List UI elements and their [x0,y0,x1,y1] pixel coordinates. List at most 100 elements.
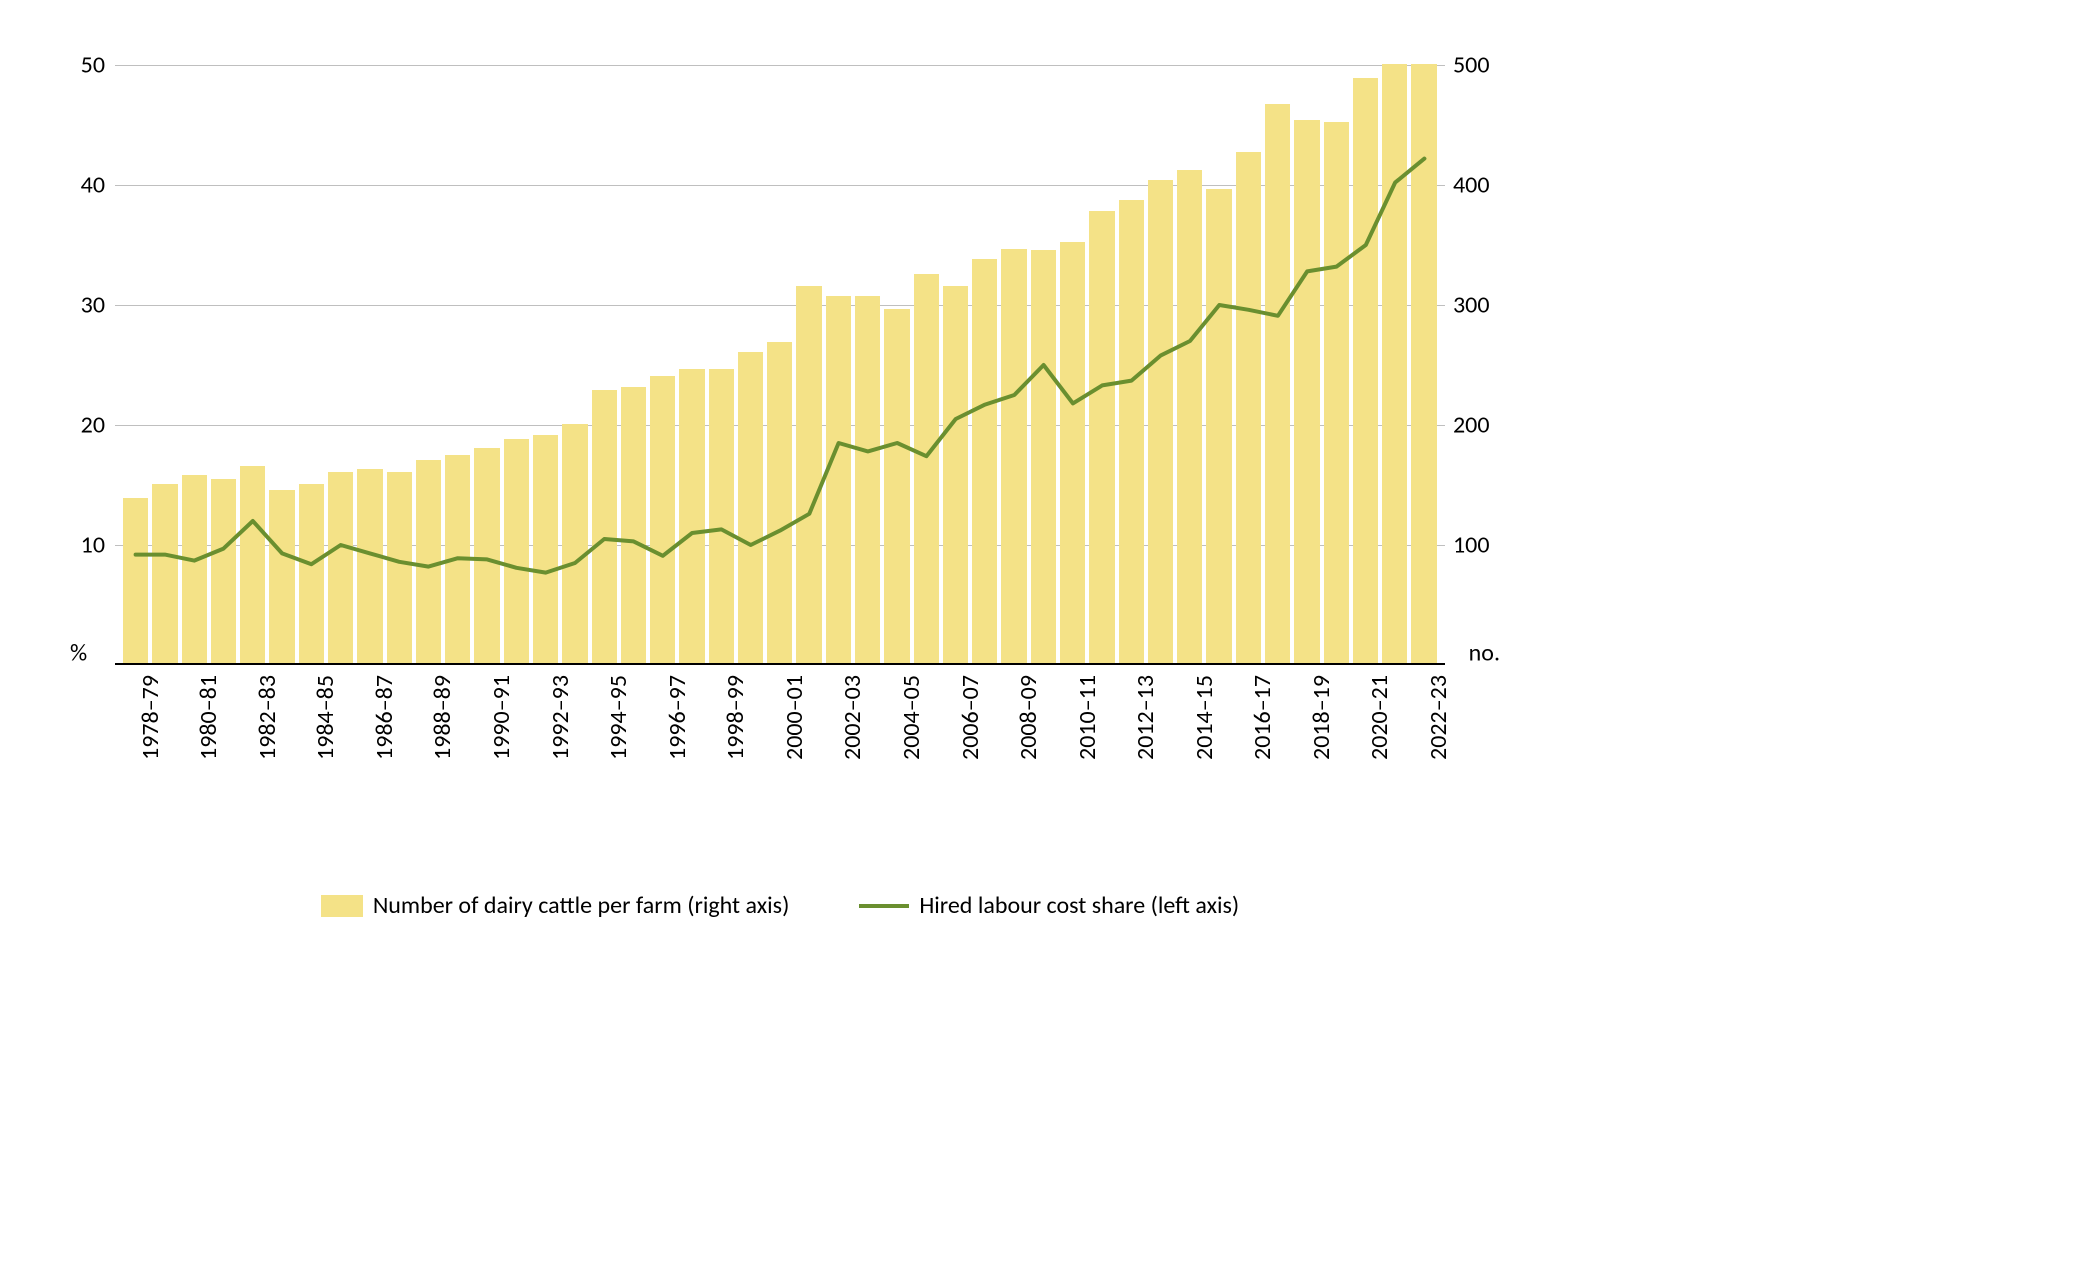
bar [1324,122,1349,663]
bar [474,448,499,663]
x-label-slot [1031,675,1056,805]
x-label-slot: 2004–05 [884,675,909,805]
x-label-slot: 1982–83 [240,675,265,805]
bar [299,484,324,663]
bar [796,286,821,663]
bar [387,472,412,663]
bar [621,387,646,663]
x-label-slot: 1996–97 [650,675,675,805]
right-axis-unit: no. [1469,639,1500,668]
legend: Number of dairy cattle per farm (right a… [40,891,1520,920]
x-label-slot [1382,675,1407,805]
bar [1236,152,1261,663]
ytick-right: 200 [1453,411,1508,440]
bar [328,472,353,663]
bar [914,274,939,663]
x-label-slot [1324,675,1349,805]
ytick-left: 20 [60,411,105,440]
x-label-slot [562,675,587,805]
bar [182,475,207,663]
bar [533,435,558,663]
x-label-slot [972,675,997,805]
bar [123,498,148,663]
bar [884,309,909,663]
x-label-slot [738,675,763,805]
x-label-slot [445,675,470,805]
bar [152,484,177,663]
legend-swatch-bar [321,895,363,917]
x-axis-labels: 1978–791980–811982–831984–851986–871988–… [115,675,1445,805]
ytick-left: 30 [60,291,105,320]
x-label-slot: 2022–23 [1411,675,1436,805]
x-label-slot [1265,675,1290,805]
x-label-slot: 2020–21 [1353,675,1378,805]
ytick-right: 500 [1453,51,1508,80]
x-label-slot: 1998–99 [709,675,734,805]
legend-swatch-line [859,904,909,908]
bar [445,455,470,663]
x-label-slot: 1984–85 [299,675,324,805]
bar [943,286,968,663]
ytick-right: 100 [1453,531,1508,560]
x-label-slot [1089,675,1114,805]
x-label-slot [504,675,529,805]
bar [826,296,851,663]
x-label-slot: 1994–95 [592,675,617,805]
bar [855,296,880,663]
x-label-slot [1148,675,1173,805]
x-label: 2022–23 [1424,675,1453,760]
x-label-slot [328,675,353,805]
legend-label-line: Hired labour cost share (left axis) [919,891,1239,920]
bar [240,466,265,663]
dairy-chart: 1020304050 100200300400500 % no. 1978–79… [40,40,1520,940]
bar-series [115,65,1445,663]
bar [1353,78,1378,663]
legend-label-bars: Number of dairy cattle per farm (right a… [373,891,790,920]
x-label-slot [855,675,880,805]
x-label-slot [679,675,704,805]
ytick-left: 50 [60,51,105,80]
x-label-slot [269,675,294,805]
x-label-slot [387,675,412,805]
bar [1089,211,1114,663]
bar [1294,120,1319,663]
bar [562,424,587,663]
bar [1382,64,1407,663]
bar [416,460,441,663]
bar [679,369,704,663]
bar [1001,249,1026,663]
x-label-slot: 1986–87 [357,675,382,805]
bar [650,376,675,663]
bar [709,369,734,663]
bar [211,479,236,663]
x-label-slot [796,675,821,805]
bar [972,259,997,663]
bar [592,390,617,663]
x-label-slot: 1978–79 [123,675,148,805]
x-label-slot: 2006–07 [943,675,968,805]
bar [738,352,763,663]
bar [1148,180,1173,663]
bar [269,490,294,663]
x-label-slot [914,675,939,805]
ytick-right: 400 [1453,171,1508,200]
x-label-slot: 2000–01 [767,675,792,805]
x-label-slot: 2008–09 [1001,675,1026,805]
x-label-slot: 2002–03 [826,675,851,805]
bar [1411,64,1436,663]
bar [357,469,382,663]
bar [1177,170,1202,663]
x-label-slot [621,675,646,805]
plot-area [115,65,1445,665]
ytick-right: 300 [1453,291,1508,320]
bar [1265,104,1290,663]
x-label-slot: 2014–15 [1177,675,1202,805]
ytick-left: 10 [60,531,105,560]
x-label-slot [211,675,236,805]
x-label-slot: 1992–93 [533,675,558,805]
x-label-slot: 2016–17 [1236,675,1261,805]
bar [767,342,792,663]
bar [1031,250,1056,663]
left-axis-unit: % [70,639,87,668]
x-label-slot: 2012–13 [1119,675,1144,805]
